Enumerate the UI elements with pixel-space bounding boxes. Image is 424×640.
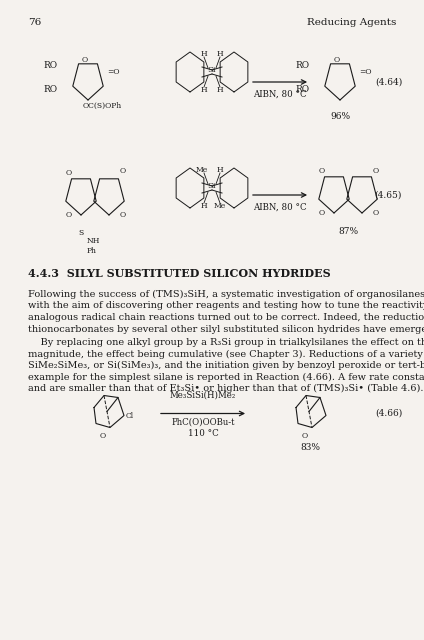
Text: Ph: Ph (87, 247, 97, 255)
Text: O: O (82, 56, 88, 64)
Text: O: O (120, 167, 126, 175)
Text: RO: RO (296, 61, 310, 70)
Text: (4.64): (4.64) (375, 77, 402, 86)
Text: example for the simplest silane is reported in Reaction (4.66). A few rate const: example for the simplest silane is repor… (28, 372, 424, 381)
Text: Si: Si (208, 182, 216, 190)
Text: O: O (120, 211, 126, 219)
Text: and are smaller than that of Et₃Si• or higher than that of (TMS)₃Si• (Table 4.6): and are smaller than that of Et₃Si• or h… (28, 384, 424, 393)
Text: O: O (334, 56, 340, 64)
Text: O: O (373, 209, 379, 217)
Text: By replacing one alkyl group by a R₃Si group in trialkylsilanes the effect on th: By replacing one alkyl group by a R₃Si g… (28, 338, 424, 347)
Text: OC(S)OPh: OC(S)OPh (83, 102, 122, 110)
Text: RO: RO (296, 86, 310, 95)
Text: H: H (217, 50, 223, 58)
Text: Cl: Cl (126, 412, 134, 419)
Text: =O: =O (107, 68, 120, 76)
Text: 83%: 83% (300, 444, 320, 452)
Text: H: H (217, 86, 223, 94)
Text: 96%: 96% (330, 112, 350, 121)
Text: O: O (100, 431, 106, 440)
Text: 87%: 87% (338, 227, 358, 236)
Text: O: O (302, 431, 308, 440)
Text: AIBN, 80 °C: AIBN, 80 °C (253, 203, 307, 212)
Text: analogous radical chain reactions turned out to be correct. Indeed, the reductio: analogous radical chain reactions turned… (28, 313, 424, 322)
Text: Me₃SiSi(H)Me₂: Me₃SiSi(H)Me₂ (170, 390, 236, 399)
Text: (4.66): (4.66) (375, 409, 402, 418)
Text: PhC(O)OOBu-t: PhC(O)OOBu-t (171, 417, 235, 426)
Text: H: H (217, 166, 223, 174)
Text: SiMe₂SiMe₃, or Si(SiMe₃)₃, and the initiation given by benzoyl peroxide or tert-: SiMe₂SiMe₃, or Si(SiMe₃)₃, and the initi… (28, 361, 424, 370)
Text: magnitude, the effect being cumulative (see Chapter 3). Reductions of a variety : magnitude, the effect being cumulative (… (28, 349, 424, 358)
Text: 76: 76 (28, 18, 41, 27)
Text: H: H (201, 50, 207, 58)
Text: O: O (66, 211, 72, 219)
Text: RO: RO (44, 61, 58, 70)
Text: AIBN, 80 °C: AIBN, 80 °C (253, 90, 307, 99)
Text: with the aim of discovering other reagents and testing how to tune the reactivit: with the aim of discovering other reagen… (28, 301, 424, 310)
Text: H: H (201, 202, 207, 210)
Text: Following the success of (TMS)₃SiH, a systematic investigation of organosilanes : Following the success of (TMS)₃SiH, a sy… (28, 290, 424, 299)
Text: RO: RO (44, 86, 58, 95)
Text: =O: =O (359, 68, 371, 76)
Text: O: O (319, 209, 325, 217)
Text: Me: Me (214, 202, 226, 210)
Text: 110 °C: 110 °C (188, 429, 218, 438)
Text: NH: NH (87, 237, 100, 245)
Text: Si: Si (208, 66, 216, 74)
Text: 4.4.3  SILYL SUBSTITUTED SILICON HYDRIDES: 4.4.3 SILYL SUBSTITUTED SILICON HYDRIDES (28, 268, 331, 279)
Text: Reducing Agents: Reducing Agents (307, 18, 396, 27)
Text: O: O (373, 167, 379, 175)
Text: H: H (201, 86, 207, 94)
Text: O: O (319, 167, 325, 175)
Text: (4.65): (4.65) (375, 191, 402, 200)
Text: O: O (66, 169, 72, 177)
Text: thionocarbonates by several other silyl substituted silicon hydrides have emerge: thionocarbonates by several other silyl … (28, 324, 424, 333)
Text: Me: Me (196, 166, 208, 174)
Text: S: S (78, 229, 84, 237)
